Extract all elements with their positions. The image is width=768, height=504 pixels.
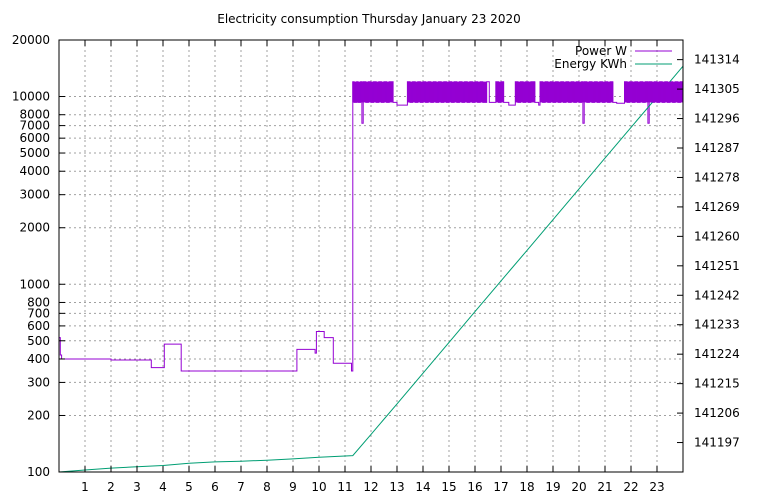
y-left-tick-label: 400 (27, 352, 50, 366)
series-layer (58, 65, 684, 473)
x-tick-label: 11 (337, 480, 352, 494)
y-left-tick-label: 7000 (19, 119, 50, 133)
x-tick-label: 19 (545, 480, 560, 494)
grid-layer (59, 40, 683, 472)
x-tick-label: 17 (493, 480, 508, 494)
x-tick-label: 22 (623, 480, 638, 494)
legend: Power W Energy KWh (554, 44, 672, 71)
x-tick-label: 6 (211, 480, 219, 494)
y-right-tick-label: 141215 (694, 377, 740, 391)
y-right-tick-label: 141296 (694, 112, 740, 126)
y-right-tick-label: 141260 (694, 229, 740, 243)
x-tick-label: 4 (159, 480, 167, 494)
legend-label-power: Power W (575, 44, 627, 58)
x-tick-label: 16 (467, 480, 482, 494)
y-left-tick-label: 2000 (19, 221, 50, 235)
y-right-tick-label: 141233 (694, 318, 740, 332)
y-right-tick-label: 141224 (694, 347, 740, 361)
y-right-tick-label: 141206 (694, 406, 740, 420)
y-left-tick-label: 10000 (12, 90, 50, 104)
y-right-tick-label: 141269 (694, 200, 740, 214)
y-left-tick-label: 5000 (19, 146, 50, 160)
x-tick-label: 7 (237, 480, 245, 494)
y-right-tick-label: 141314 (694, 53, 740, 67)
x-tick-label: 14 (415, 480, 430, 494)
series-line-energy (58, 65, 684, 473)
y-right-tick-label: 141242 (694, 288, 740, 302)
chart-title: Electricity consumption Thursday January… (217, 12, 520, 26)
y-left-tick-label: 4000 (19, 164, 50, 178)
y-left-tick-label: 100 (27, 465, 50, 479)
x-tick-label: 5 (185, 480, 193, 494)
y-left-tick-label: 600 (27, 319, 50, 333)
y-right-tick-label: 141287 (694, 141, 740, 155)
y-left-tick-label: 500 (27, 334, 50, 348)
x-tick-label: 3 (133, 480, 141, 494)
x-tick-label: 20 (571, 480, 586, 494)
y-right-tick-label: 141305 (694, 82, 740, 96)
y-left-tick-label: 200 (27, 408, 50, 422)
y-left-tick-label: 8000 (19, 108, 50, 122)
x-tick-label: 13 (389, 480, 404, 494)
y-left-tick-label: 700 (27, 306, 50, 320)
y-left-tick-label: 20000 (12, 33, 50, 47)
x-tick-label: 21 (597, 480, 612, 494)
y-left-tick-label: 3000 (19, 188, 50, 202)
y-left-tick-label: 6000 (19, 131, 50, 145)
y-right-tick-label: 141278 (694, 170, 740, 184)
power-oscillation-band (352, 81, 684, 103)
y-left-tick-label: 800 (27, 295, 50, 309)
axis-layer: 1 2 3 4 5 6 7 8 9 10 11 12 13 14 15 16 17 18 19 20 21 22 23100… (12, 33, 740, 494)
legend-label-energy: Energy KWh (554, 57, 627, 71)
x-tick-label: 18 (519, 480, 534, 494)
x-tick-label: 23 (649, 480, 664, 494)
y-right-tick-label: 141251 (694, 259, 740, 273)
x-tick-label: 1 (81, 480, 89, 494)
x-tick-label: 8 (263, 480, 271, 494)
y-left-tick-label: 1000 (19, 277, 50, 291)
x-tick-label: 9 (289, 480, 297, 494)
y-left-tick-label: 300 (27, 375, 50, 389)
x-tick-label: 12 (363, 480, 378, 494)
y-right-tick-label: 141197 (694, 436, 740, 450)
x-tick-label: 15 (441, 480, 456, 494)
x-tick-label: 10 (311, 480, 326, 494)
x-tick-label: 2 (107, 480, 115, 494)
